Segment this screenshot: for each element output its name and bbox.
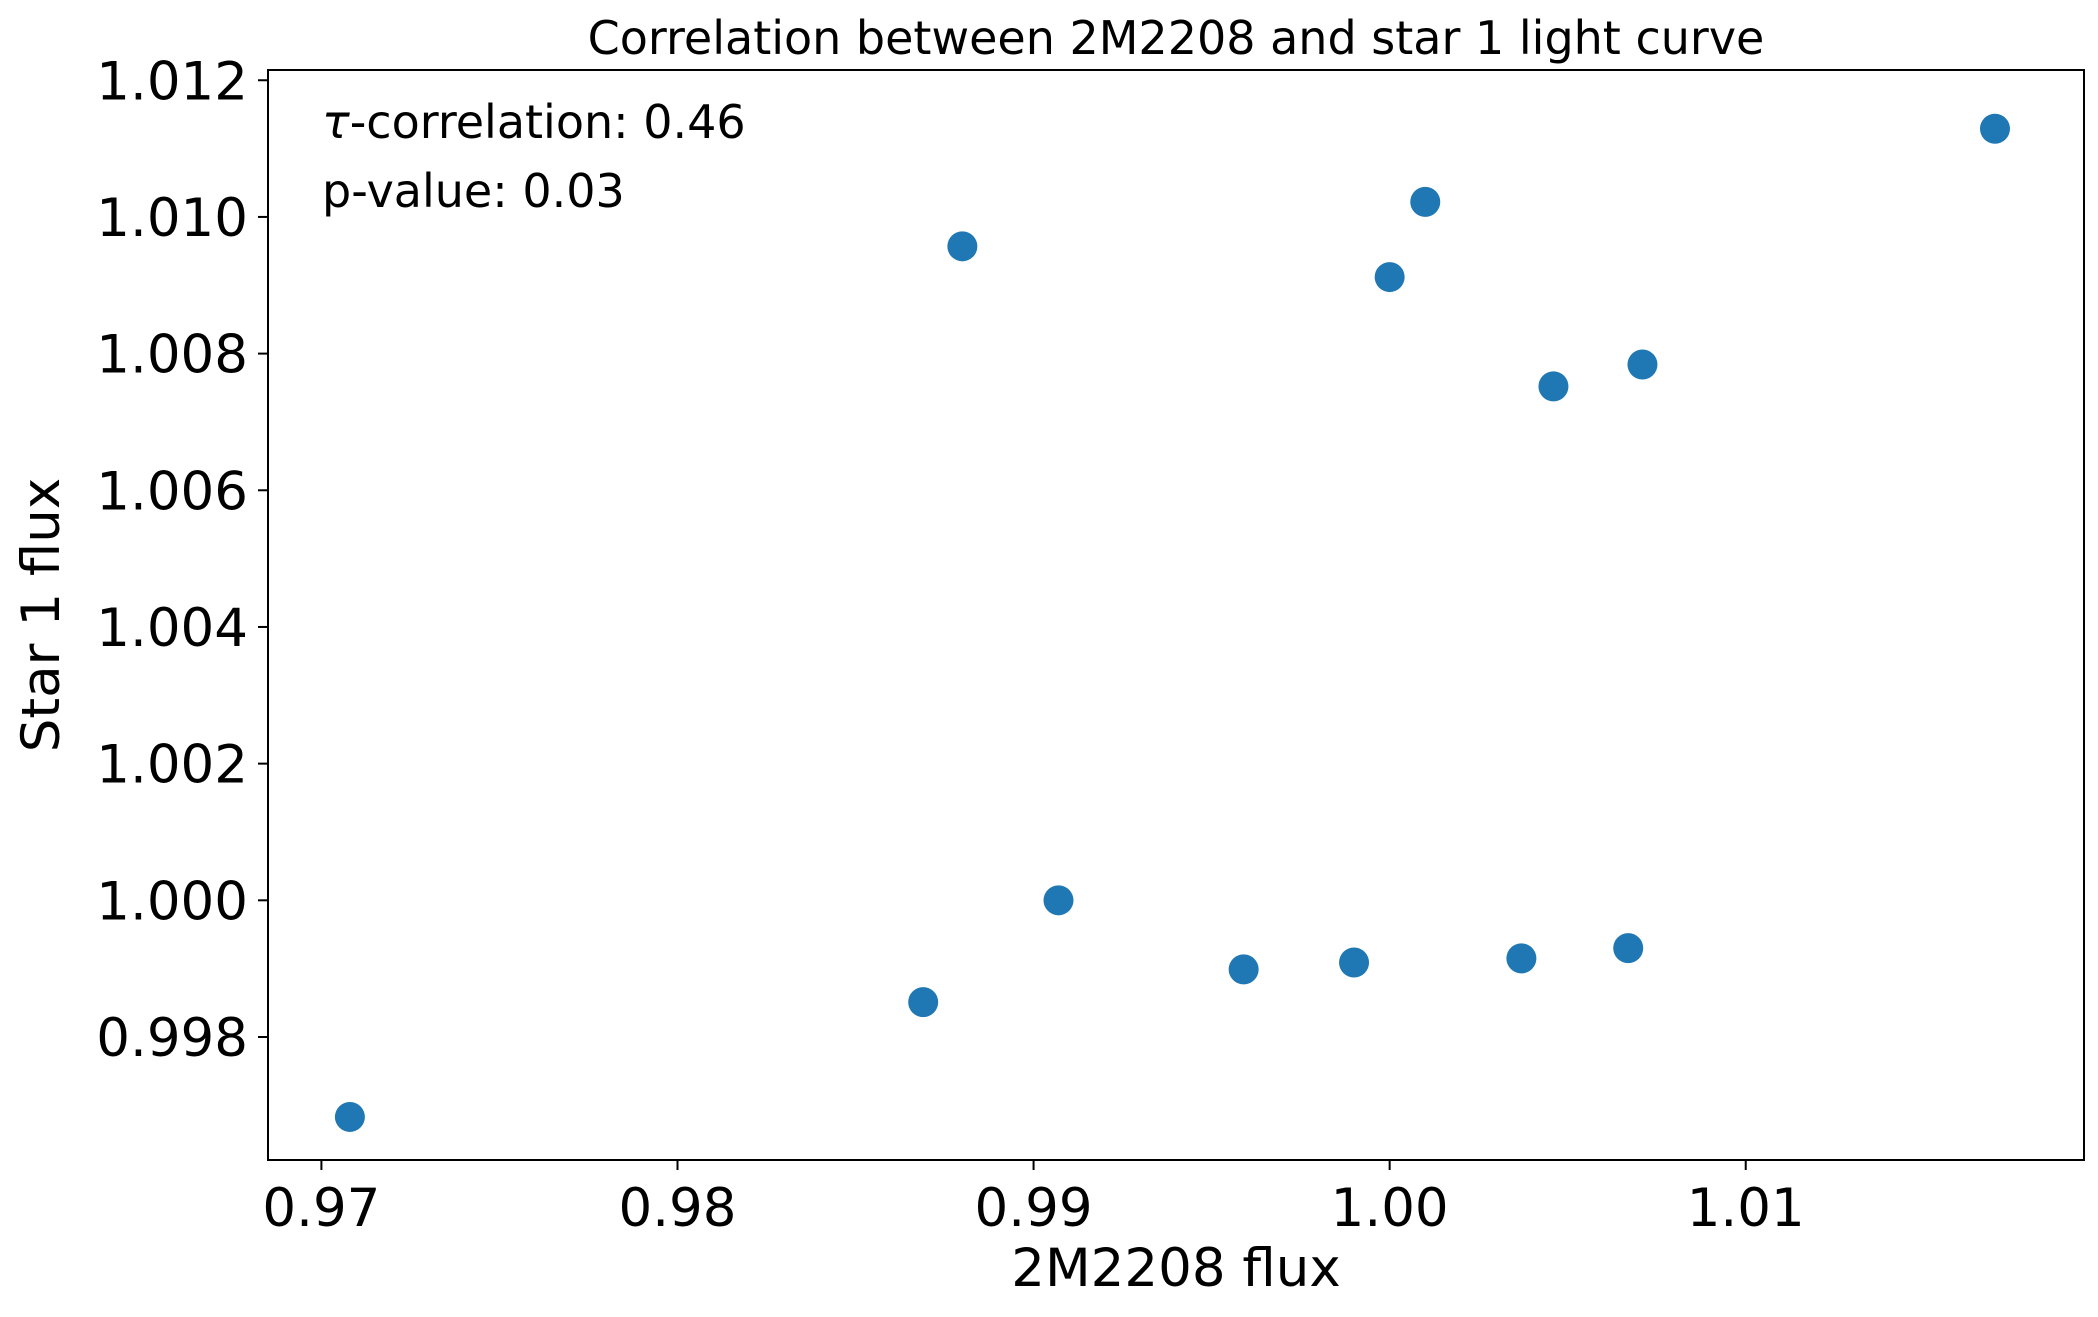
data-point-12 (1627, 349, 1658, 380)
points-layer (334, 113, 2010, 1132)
data-point-4 (1043, 885, 1074, 916)
x-tick-label: 1.01 (1687, 1178, 1805, 1239)
tau-correlation-annotation: τ-correlation: 0.46 (322, 95, 746, 149)
y-tick-label: 1.008 (96, 325, 248, 386)
x-tick-label: 0.97 (262, 1178, 380, 1239)
y-tick-label: 1.010 (96, 188, 248, 249)
data-point-9 (1506, 943, 1537, 974)
x-tick-label: 1.00 (1331, 1178, 1449, 1239)
data-point-11 (1613, 933, 1644, 964)
y-axis: 0.998 1.000 1.002 1.004 1.006 1.008 1.010 1.012 (96, 51, 268, 1069)
data-point-7 (1374, 262, 1405, 293)
y-tick-label: 1.002 (96, 735, 248, 796)
p-value-annotation: p-value: 0.03 (322, 164, 625, 218)
data-point-10 (1538, 371, 1569, 402)
x-axis: 0.97 0.98 0.99 1.00 1.01 (262, 1160, 1805, 1239)
y-tick-label: 1.006 (96, 461, 248, 522)
chart-title: Correlation between 2M2208 and star 1 li… (588, 11, 1765, 65)
y-tick-label: 1.012 (96, 51, 248, 112)
y-tick-label: 1.000 (96, 871, 248, 932)
x-tick-label: 0.98 (618, 1178, 736, 1239)
x-tick-label: 0.99 (975, 1178, 1093, 1239)
x-axis-label: 2M2208 flux (1011, 1238, 1341, 1299)
data-point-5 (1228, 954, 1259, 985)
tau-symbol: τ (322, 95, 350, 149)
tau-correlation-text: -correlation: 0.46 (350, 95, 746, 149)
plot-area-frame (267, 69, 2085, 1161)
data-point-13 (1979, 113, 2010, 144)
y-tick-label: 0.998 (96, 1008, 248, 1069)
data-point-1 (334, 1101, 365, 1132)
data-point-2 (908, 987, 939, 1018)
data-point-6 (1339, 947, 1370, 978)
data-point-3 (947, 231, 978, 262)
data-point-8 (1410, 186, 1441, 217)
y-axis-label: Star 1 flux (11, 478, 72, 752)
y-tick-label: 1.004 (96, 598, 248, 659)
